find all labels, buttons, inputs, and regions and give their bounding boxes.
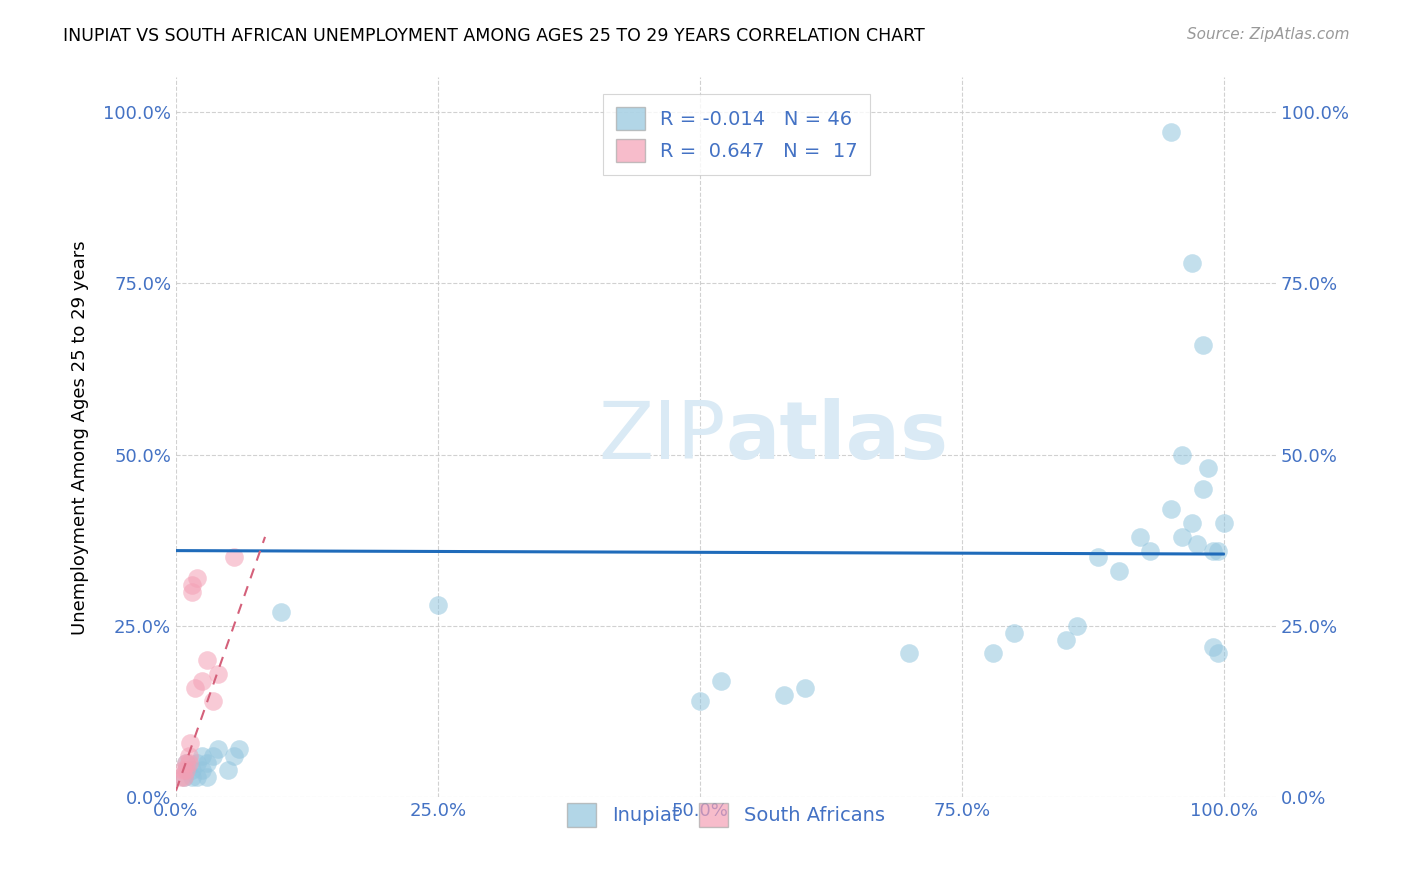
Point [1170, 448, 1192, 462]
Point [1087, 550, 1109, 565]
Point [173, 770, 195, 784]
Point [186, 756, 208, 771]
Point [228, 742, 250, 756]
Point [1170, 530, 1192, 544]
Point [184, 681, 207, 695]
Point [1108, 564, 1130, 578]
Point [177, 749, 200, 764]
Point [180, 584, 202, 599]
Point [1191, 338, 1213, 352]
Point [689, 694, 711, 708]
Point [1187, 537, 1209, 551]
Point [1202, 640, 1225, 654]
Point [793, 681, 815, 695]
Point [222, 550, 245, 565]
Point [186, 770, 208, 784]
Point [981, 647, 1004, 661]
Point [201, 694, 224, 708]
Point [177, 756, 200, 771]
Point [186, 571, 208, 585]
Point [1208, 543, 1230, 558]
Point [207, 742, 229, 756]
Point [170, 770, 193, 784]
Point [201, 749, 224, 764]
Point [180, 770, 202, 784]
Point [176, 763, 198, 777]
Point [710, 673, 733, 688]
Point [172, 763, 194, 777]
Point [197, 770, 219, 784]
Point [176, 756, 198, 771]
Point [191, 763, 214, 777]
Point [772, 688, 794, 702]
Point [1202, 543, 1225, 558]
Point [217, 763, 239, 777]
Point [1002, 626, 1025, 640]
Point [180, 578, 202, 592]
Point [270, 605, 292, 619]
Point [222, 749, 245, 764]
Point [1191, 482, 1213, 496]
Point [173, 770, 195, 784]
Point [1139, 543, 1161, 558]
Point [1197, 461, 1219, 475]
Point [1208, 647, 1230, 661]
Point [180, 763, 202, 777]
Point [1160, 125, 1182, 139]
Point [176, 756, 198, 771]
Point [1181, 255, 1204, 269]
Point [179, 736, 201, 750]
Point [191, 749, 214, 764]
Text: atlas: atlas [725, 399, 949, 476]
Text: Source: ZipAtlas.com: Source: ZipAtlas.com [1187, 27, 1350, 42]
Point [1212, 516, 1234, 531]
Point [1129, 530, 1152, 544]
Point [197, 756, 219, 771]
Point [1054, 632, 1077, 647]
Legend: Inupiat, South Africans: Inupiat, South Africans [560, 796, 893, 835]
Point [898, 647, 921, 661]
Point [426, 599, 449, 613]
Y-axis label: Unemployment Among Ages 25 to 29 years: Unemployment Among Ages 25 to 29 years [72, 240, 89, 635]
Point [207, 667, 229, 681]
Point [197, 653, 219, 667]
Point [1181, 516, 1204, 531]
Point [1066, 619, 1088, 633]
Text: INUPIAT VS SOUTH AFRICAN UNEMPLOYMENT AMONG AGES 25 TO 29 YEARS CORRELATION CHAR: INUPIAT VS SOUTH AFRICAN UNEMPLOYMENT AM… [63, 27, 925, 45]
Point [176, 763, 198, 777]
Point [1160, 502, 1182, 516]
Text: ZIP: ZIP [599, 399, 725, 476]
Point [191, 673, 214, 688]
